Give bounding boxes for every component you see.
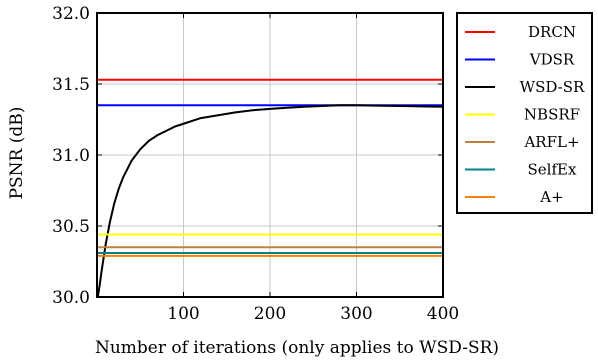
legend-label: VDSR: [529, 51, 575, 69]
legend-label: NBSRF: [524, 106, 580, 124]
legend-label: WSD-SR: [520, 78, 585, 96]
y-tick-label: 32.0: [52, 4, 90, 24]
legend: DRCN VDSR WSD-SR NBSRF ARFL+ SelfEx A+: [456, 12, 593, 214]
series-layer: [96, 78, 444, 298]
series-line-wsd-sr: [96, 104, 444, 298]
y-axis-label: PSNR (dB): [7, 107, 27, 200]
legend-label: DRCN: [528, 23, 576, 41]
legend-frame: [456, 12, 593, 214]
y-tick-label: 31.0: [52, 146, 90, 166]
grid-layer: [97, 13, 443, 297]
tick-layer: 100 200 300 400 30.0 30.5 31.0 31.5 32.0: [52, 4, 459, 324]
x-tick-label: 400: [427, 304, 459, 324]
legend-label: SelfEx: [528, 161, 577, 179]
x-tick-label: 100: [167, 304, 199, 324]
y-tick-label: 30.0: [52, 288, 90, 308]
x-tick-label: 300: [340, 304, 372, 324]
y-tick-label: 30.5: [52, 217, 90, 237]
legend-label: ARFL+: [523, 133, 579, 151]
x-axis-label: Number of iterations (only applies to WS…: [95, 338, 499, 358]
x-tick-label: 200: [254, 304, 286, 324]
legend-label: A+: [539, 188, 563, 206]
y-tick-label: 31.5: [52, 75, 90, 95]
